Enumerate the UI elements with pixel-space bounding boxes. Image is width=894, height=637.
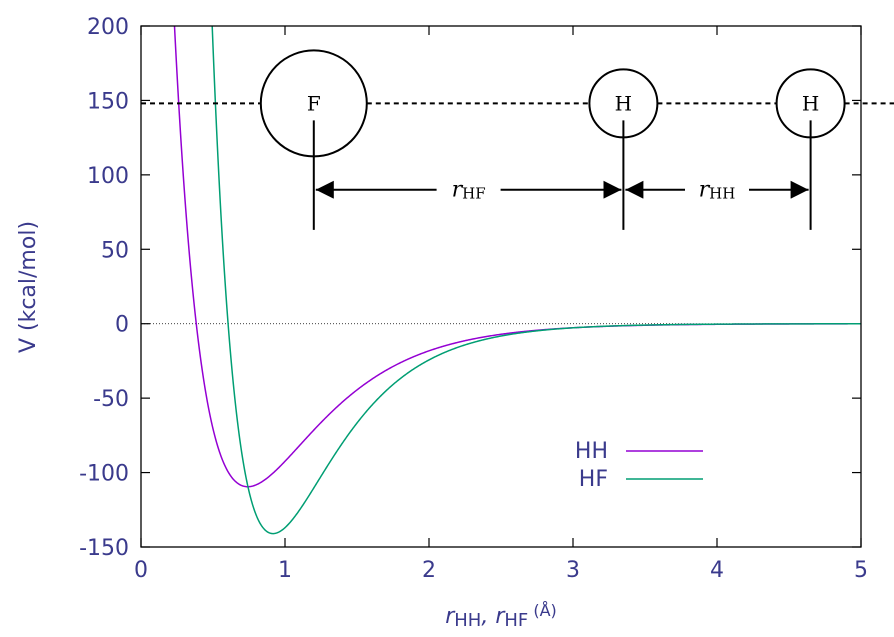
y-axis-title: V (kcal/mol) [16,221,41,353]
atom-label: H [615,91,632,115]
y-tick-label: 0 [115,313,129,338]
legend: HH HF [575,439,703,492]
atom-label: H [802,91,819,115]
distance-label-r: r [452,178,464,203]
distance-label-sub: HH [709,185,735,203]
curves [173,26,861,535]
x-tick-label: 3 [566,558,580,583]
plot-frame [140,25,862,548]
distance-label-hh: rHH [699,178,736,203]
atom-label: F [307,91,321,115]
y-tick-label: 50 [101,238,129,263]
distance-label-sub: HF [462,185,486,203]
series-line-hf [211,26,861,535]
distance-label-r: r [699,178,711,203]
y-tick-label: -150 [79,536,129,561]
x-tick-label: 0 [134,558,148,583]
x-axis-title-sub1: HH [454,610,481,631]
x-axis-title-unit: (Å) [528,601,557,620]
x-tick-label: 1 [278,558,292,583]
x-tick-label: 5 [854,558,868,583]
legend-label-hf: HF [579,467,608,492]
distance-label-hf: rHF [452,178,486,203]
y-tick-label: -50 [93,387,129,412]
x-axis-title-sub2: HF [504,610,528,631]
y-tick-label: -100 [79,462,129,487]
x-axis-title-r2: , r [481,604,506,629]
x-tick-label: 2 [422,558,436,583]
y-tick-label: 150 [87,89,129,114]
x-axis-title-r1: r [445,604,456,629]
y-tick-label: 100 [87,164,129,189]
x-tick-label: 4 [710,558,724,583]
x-axis-title: rHH, rHF (Å) [445,601,557,631]
legend-label-hh: HH [575,439,608,464]
y-tick-label: 200 [87,15,129,40]
tick-labels: 0 1 2 3 4 5 -150 -100 -50 0 50 100 150 200 [79,15,868,583]
